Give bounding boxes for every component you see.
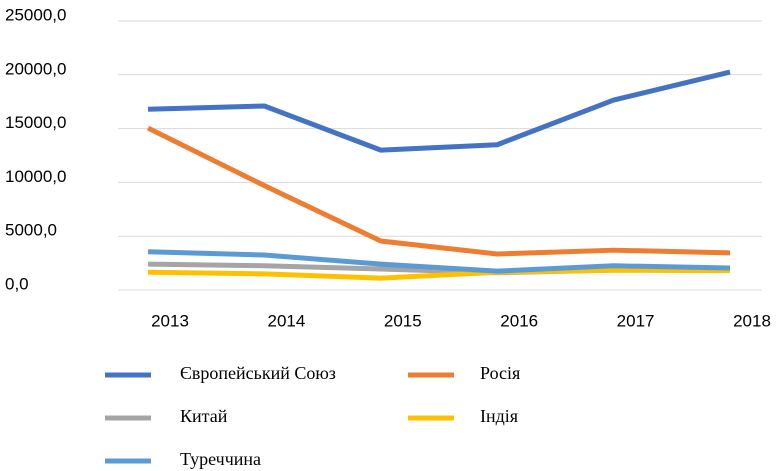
x-tick-label: 2018 xyxy=(733,311,771,330)
series-line xyxy=(147,69,731,153)
y-tick-label: 5000,0 xyxy=(5,221,57,240)
series-line xyxy=(147,249,731,274)
x-tick-label: 2014 xyxy=(267,311,305,330)
legend-label: Росія xyxy=(480,363,520,383)
y-tick-label: 20000,0 xyxy=(5,59,66,78)
x-tick-label: 2017 xyxy=(617,311,655,330)
x-tick-label: 2016 xyxy=(500,311,538,330)
series-line xyxy=(147,267,731,281)
x-tick-label: 2013 xyxy=(151,311,189,330)
legend-label: Туреччина xyxy=(180,449,261,469)
legend-label: Китай xyxy=(180,406,228,426)
series-line xyxy=(146,125,731,257)
y-tick-label: 0,0 xyxy=(5,274,29,293)
legend-label: Індія xyxy=(480,406,518,426)
legend-label: Європейський Союз xyxy=(180,363,336,383)
y-tick-label: 15000,0 xyxy=(5,113,66,132)
x-tick-label: 2015 xyxy=(384,311,422,330)
y-tick-label: 10000,0 xyxy=(5,167,66,186)
y-tick-label: 25000,0 xyxy=(5,5,66,24)
